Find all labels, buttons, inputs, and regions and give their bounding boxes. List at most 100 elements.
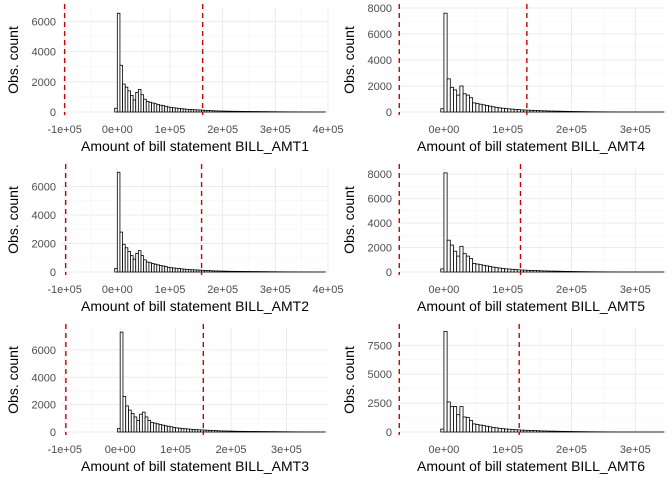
- histogram-bar: [501, 108, 504, 112]
- histogram-bar: [441, 269, 444, 272]
- x-tick-label: 3e+05: [271, 444, 302, 456]
- histogram-bar: [530, 110, 533, 112]
- histogram-bar: [485, 106, 488, 113]
- histogram-bar: [492, 427, 495, 432]
- histogram-bar: [173, 427, 176, 432]
- histogram-bar: [505, 429, 508, 432]
- histogram-bar: [140, 414, 143, 432]
- histogram-chart-bill-amt4: 0e+00 1e+05 2e+05 3e+05 0 2000 4000 6000 8000 Amo…: [336, 0, 672, 160]
- histogram-bar: [198, 430, 201, 432]
- histogram-bar: [469, 259, 472, 272]
- x-tick-label: 3e+05: [620, 124, 651, 136]
- histogram-bar: [505, 269, 508, 272]
- x-tick-label: 0e+00: [428, 284, 459, 296]
- histogram-bar: [485, 266, 488, 272]
- x-tick-label: 2e+05: [207, 124, 238, 136]
- histogram-bar: [540, 111, 543, 112]
- histogram-bar: [184, 429, 187, 432]
- histogram-bar: [441, 429, 444, 432]
- histogram-bar: [466, 95, 469, 112]
- histogram-bar: [514, 430, 517, 432]
- histogram-bar: [239, 431, 242, 432]
- histogram-bar: [520, 430, 523, 432]
- histogram-bar: [540, 431, 543, 432]
- histogram-bar: [559, 431, 562, 432]
- histogram-bar: [250, 431, 253, 432]
- histogram-bar: [498, 108, 501, 112]
- y-tick-label: 6000: [32, 345, 56, 357]
- histogram-bar: [457, 415, 460, 432]
- x-axis-title: Amount of bill statement BILL_AMT3: [81, 458, 309, 474]
- histogram-bar: [209, 430, 212, 432]
- histogram-bar: [237, 431, 240, 432]
- histogram-bar: [181, 428, 184, 432]
- y-tick-label: 5000: [368, 369, 392, 381]
- y-tick-label: 2000: [32, 239, 56, 251]
- x-tick-label: 0e+00: [428, 444, 459, 456]
- x-tick-label: 2e+05: [216, 444, 247, 456]
- histogram-bar: [562, 431, 565, 432]
- histogram-bar: [536, 431, 539, 432]
- histogram-bar: [527, 270, 530, 272]
- histogram-bar: [476, 424, 479, 432]
- histogram-bar: [527, 110, 530, 112]
- histogram-bar: [195, 430, 198, 432]
- histogram-bar: [167, 426, 170, 432]
- histogram-bar: [137, 420, 140, 432]
- histogram-bar: [530, 270, 533, 272]
- histogram-bar: [469, 98, 472, 112]
- x-tick-label: 0e+00: [102, 284, 133, 296]
- histogram-bar: [245, 431, 248, 432]
- histogram-bar: [505, 109, 508, 112]
- histogram-bar: [559, 271, 562, 272]
- histogram-panel-bill-amt3: -1e+05 0e+00 1e+05 2e+05 3e+05 0 2000 4000 6000 A…: [0, 320, 336, 480]
- histogram-bar: [453, 407, 456, 432]
- grid: [398, 8, 664, 112]
- histogram-bar: [549, 431, 552, 432]
- histogram-bar: [460, 246, 463, 272]
- histogram-bar: [203, 430, 206, 432]
- histogram-bar: [153, 423, 156, 432]
- histogram-bar: [495, 107, 498, 112]
- histogram-bar: [453, 90, 456, 112]
- histogram-bar: [444, 13, 447, 112]
- histogram-bar: [117, 429, 120, 432]
- histogram-bar: [549, 111, 552, 112]
- histogram-bar: [447, 402, 450, 432]
- histogram-chart-bill-amt1: -1e+05 0e+00 1e+05 2e+05 3e+05 4e+05020004000…: [0, 0, 336, 160]
- histogram-panel-bill-amt6: 0e+00 1e+05 2e+05 3e+05 0 2500 5000 7500 Amount …: [336, 320, 672, 480]
- y-tick-label: 6000: [32, 182, 56, 194]
- x-tick-label: 3e+05: [620, 284, 651, 296]
- histogram-bar: [517, 110, 520, 112]
- histogram-chart-bill-amt3: -1e+05 0e+00 1e+05 2e+05 3e+050200040006000A…: [0, 320, 336, 480]
- histogram-bar: [463, 417, 466, 432]
- histogram-bar: [176, 428, 179, 432]
- x-tick-label: 1e+05: [492, 284, 523, 296]
- histogram-bar: [206, 430, 209, 432]
- y-tick-label: 7500: [368, 340, 392, 352]
- y-tick-label: 4000: [32, 47, 56, 59]
- histogram-bar: [524, 270, 527, 272]
- histogram-bar: [441, 109, 444, 112]
- y-tick-label: 6000: [368, 29, 392, 41]
- histogram-bar: [463, 94, 466, 112]
- histogram-bar: [568, 271, 571, 272]
- histogram-bar: [565, 111, 568, 112]
- histogram-bar: [447, 240, 450, 272]
- histogram-bar: [129, 410, 132, 432]
- histogram-bar: [131, 414, 134, 432]
- histogram-bar: [479, 425, 482, 432]
- histogram-bar: [170, 427, 173, 432]
- histogram-bar: [231, 431, 234, 432]
- histogram-bar: [444, 331, 447, 432]
- histogram-bar: [148, 420, 151, 432]
- histogram-bar: [482, 265, 485, 272]
- histogram-bar: [533, 431, 536, 432]
- x-tick-label: 1e+05: [492, 124, 523, 136]
- histogram-bar: [473, 424, 476, 432]
- histogram-bar: [495, 428, 498, 432]
- histogram-bar: [469, 420, 472, 432]
- x-tick-label: 2e+05: [556, 284, 587, 296]
- x-axis-title: Amount of bill statement BILL_AMT6: [417, 458, 645, 474]
- histogram-bar: [568, 111, 571, 112]
